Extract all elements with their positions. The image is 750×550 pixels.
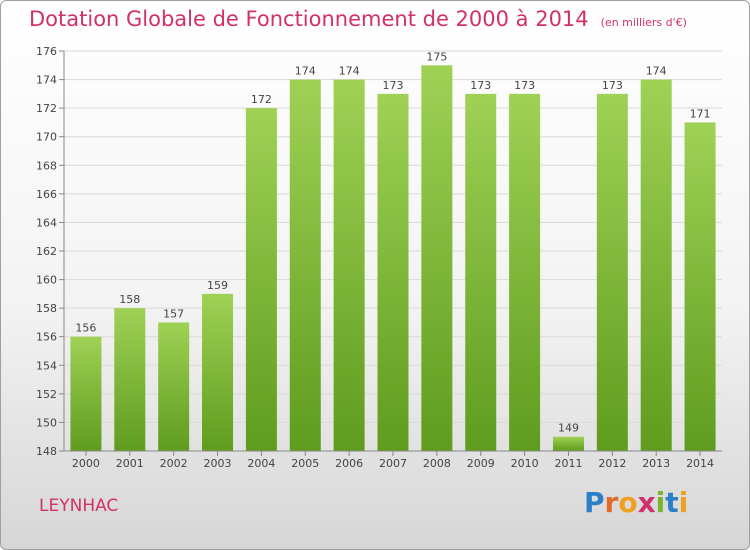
bar-2011	[552, 436, 584, 451]
bar-2010	[509, 93, 541, 451]
data-label-2010: 173	[514, 79, 535, 92]
x-tick-label-2008: 2008	[423, 457, 451, 470]
y-tick-label: 166	[36, 188, 57, 201]
data-label-2001: 158	[119, 293, 140, 306]
data-label-2009: 173	[470, 79, 491, 92]
y-tick-label: 174	[36, 74, 57, 87]
y-tick-label: 152	[36, 388, 57, 401]
data-label-2000: 156	[75, 322, 96, 335]
data-label-2012: 173	[602, 79, 623, 92]
y-tick-label: 158	[36, 302, 57, 315]
bar-2003	[202, 293, 234, 451]
y-tick-label: 176	[36, 45, 57, 58]
bar-2012	[596, 93, 628, 451]
x-tick-label-2010: 2010	[511, 457, 539, 470]
bar-2009	[465, 93, 497, 451]
x-tick-label-2005: 2005	[291, 457, 319, 470]
bar-2008	[421, 65, 453, 452]
y-tick-label: 148	[36, 445, 57, 458]
chart-unit: (en milliers d'€)	[600, 16, 687, 29]
x-tick-label-2009: 2009	[467, 457, 495, 470]
bar-2005	[289, 79, 321, 452]
data-label-2008: 175	[426, 50, 447, 63]
y-tick-label: 150	[36, 416, 57, 429]
x-tick-label-2002: 2002	[160, 457, 188, 470]
data-label-2004: 172	[251, 93, 272, 106]
x-tick-label-2000: 2000	[72, 457, 100, 470]
y-tick-label: 162	[36, 245, 57, 258]
data-label-2002: 157	[163, 307, 184, 320]
data-labels: 156 158 157 159 172 174 174 173 175 173 173 149 173 1…	[75, 50, 710, 434]
x-tick-label-2012: 2012	[598, 457, 626, 470]
bar-2006	[333, 79, 365, 452]
x-tick-label-2004: 2004	[247, 457, 275, 470]
y-tick-label: 164	[36, 216, 57, 229]
y-tick-label: 168	[36, 159, 57, 172]
data-label-2005: 174	[295, 65, 316, 78]
bar-2007	[377, 93, 409, 451]
data-label-2003: 159	[207, 279, 228, 292]
bar-2004	[245, 108, 277, 452]
bar-2013	[640, 79, 672, 452]
y-tick-label: 160	[36, 274, 57, 287]
bar-2014	[684, 122, 716, 451]
bars	[70, 65, 716, 452]
x-tick-label-2013: 2013	[642, 457, 670, 470]
x-tick-label-2007: 2007	[379, 457, 407, 470]
x-tick-label-2014: 2014	[686, 457, 714, 470]
data-label-2007: 173	[383, 79, 404, 92]
bar-2001	[114, 308, 146, 451]
x-tick-label-2001: 2001	[116, 457, 144, 470]
y-tick-label: 170	[36, 131, 57, 144]
data-label-2014: 171	[690, 107, 711, 120]
chart-title: Dotation Globale de Fonctionnement de 20…	[29, 7, 687, 31]
data-label-2013: 174	[646, 65, 667, 78]
y-axis: 148 150 152 154 156 158 160 162 164 166 168 170 172 1…	[36, 45, 65, 458]
proxiti-logo[interactable]: Proxiti	[584, 486, 689, 519]
data-label-2006: 174	[339, 65, 360, 78]
x-axis: 2000 2001 2002 2003 2004 2005 2006 2007 2008 2009…	[64, 450, 722, 470]
x-tick-label-2003: 2003	[204, 457, 232, 470]
chart-title-text: Dotation Globale de Fonctionnement de 20…	[29, 7, 589, 31]
y-tick-label: 172	[36, 102, 57, 115]
commune-name: LEYNHAC	[39, 496, 119, 516]
y-tick-label: 154	[36, 359, 57, 372]
bar-2000	[70, 336, 102, 451]
x-tick-label-2011: 2011	[554, 457, 582, 470]
data-label-2011: 149	[558, 422, 579, 435]
x-tick-label-2006: 2006	[335, 457, 363, 470]
y-tick-label: 156	[36, 331, 57, 344]
bar-2002	[158, 322, 190, 451]
